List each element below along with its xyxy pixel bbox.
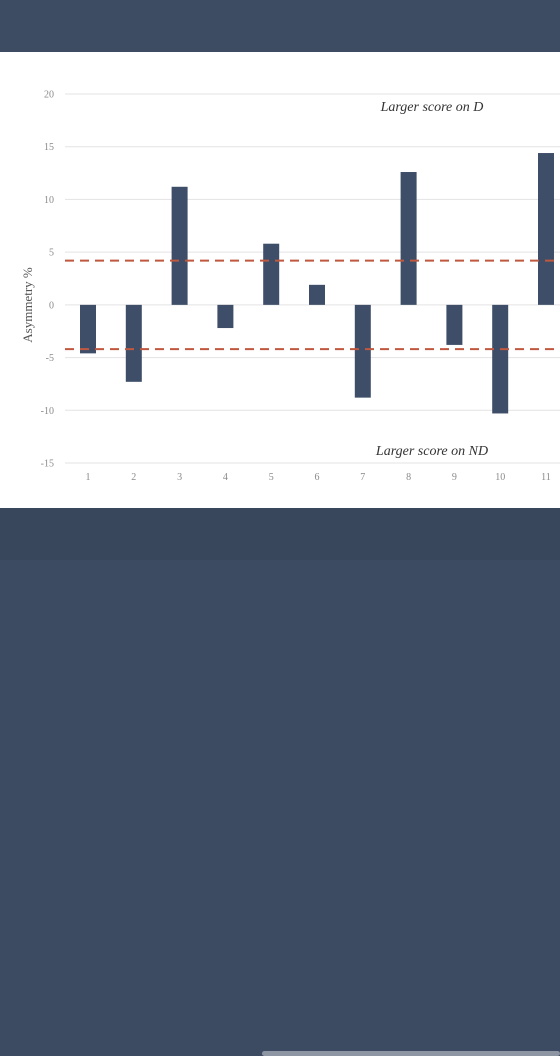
x-tick-label: 9 <box>452 472 457 483</box>
bar-3 <box>171 186 188 305</box>
y-tick-label: 10 <box>44 195 54 206</box>
y-tick-label: -10 <box>41 406 54 417</box>
x-tick-label: 5 <box>269 472 274 483</box>
x-tick-label: 7 <box>360 472 365 483</box>
y-tick-label: 0 <box>49 300 54 311</box>
x-tick-label: 8 <box>406 472 411 483</box>
annotation-top: Larger score on D <box>380 100 484 115</box>
bar-4 <box>217 304 234 329</box>
chart-slide: -15 -10 -5 0 5 10 15 20 1 2 3 4 5 6 7 8 9 10 11 Asymmetry… <box>0 52 560 508</box>
x-tick-label: 3 <box>177 472 182 483</box>
asymmetry-bar-chart: -15 -10 -5 0 5 10 15 20 1 2 3 4 5 6 7 8 9 10 11 Asymmetry… <box>20 90 560 483</box>
y-axis-ticks: -15 -10 -5 0 5 10 15 20 <box>41 90 54 470</box>
bar-2 <box>125 304 142 382</box>
y-tick-label: 5 <box>49 248 54 259</box>
bar-10 <box>492 304 509 414</box>
x-tick-label: 1 <box>86 472 91 483</box>
bars <box>80 153 554 414</box>
gridlines <box>65 93 560 464</box>
top-dark-band <box>0 0 560 52</box>
y-axis-label: Asymmetry % <box>20 267 35 343</box>
annotation-bottom: Larger score on ND <box>375 444 488 459</box>
threshold-lines <box>65 259 560 351</box>
bar-9 <box>446 304 463 345</box>
x-axis-ticks: 1 2 3 4 5 6 7 8 9 10 11 <box>86 472 551 483</box>
bar-8 <box>400 172 417 305</box>
horizontal-scrollbar[interactable] <box>262 1051 560 1056</box>
y-tick-label: -5 <box>46 353 54 364</box>
x-tick-label: 6 <box>315 472 320 483</box>
bar-11 <box>538 153 554 305</box>
bar-1 <box>80 304 96 354</box>
bar-7 <box>354 304 371 398</box>
y-tick-label: 20 <box>44 90 54 101</box>
x-tick-label: 2 <box>131 472 136 483</box>
bar-5 <box>263 243 280 305</box>
x-tick-label: 10 <box>495 472 505 483</box>
bottom-dark-band <box>0 508 560 1056</box>
x-tick-label: 4 <box>223 472 228 483</box>
x-tick-label: 11 <box>541 472 551 483</box>
y-tick-label: 15 <box>44 142 54 153</box>
bar-6 <box>309 284 325 305</box>
y-tick-label: -15 <box>41 459 54 470</box>
